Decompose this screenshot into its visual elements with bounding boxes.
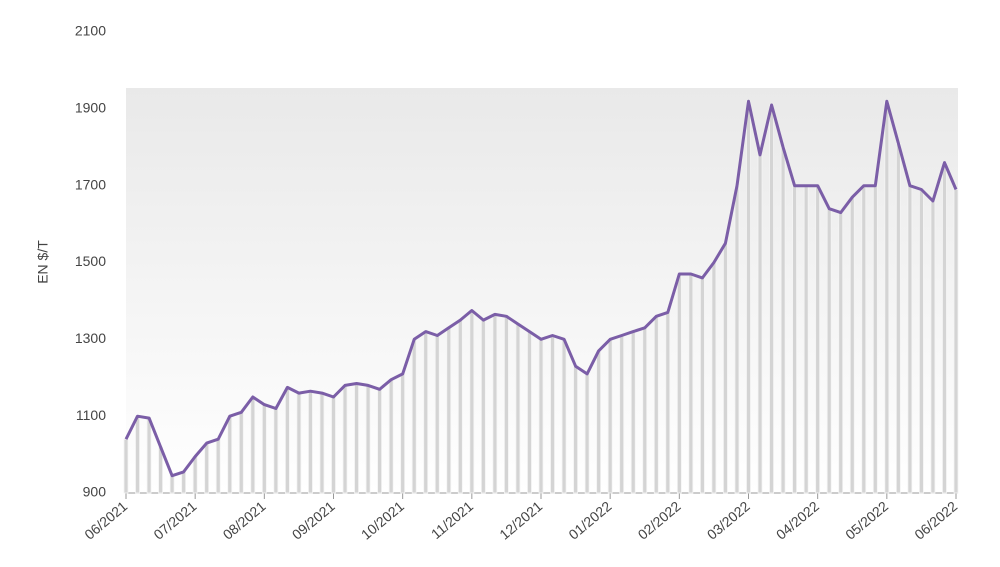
column — [181, 471, 187, 494]
column — [699, 277, 705, 494]
column — [204, 442, 210, 494]
column — [688, 273, 694, 494]
column — [215, 438, 221, 494]
y-tick-label: 1900 — [75, 100, 106, 116]
column — [527, 331, 532, 494]
column — [377, 388, 383, 494]
column — [780, 146, 786, 494]
x-tick-label: 06/2022 — [911, 498, 960, 543]
x-tick-label: 09/2021 — [289, 498, 338, 543]
x-tick-label: 10/2021 — [358, 498, 407, 543]
column — [250, 396, 256, 494]
column — [434, 335, 440, 494]
column — [596, 350, 602, 494]
column — [930, 200, 936, 494]
price-line — [124, 99, 958, 478]
column — [273, 408, 279, 494]
column — [308, 390, 313, 494]
column — [723, 242, 728, 494]
column — [642, 327, 648, 494]
column — [676, 273, 682, 494]
column — [169, 475, 175, 494]
column — [734, 185, 740, 494]
column — [711, 262, 717, 494]
y-tick-label: 1500 — [75, 253, 106, 269]
column — [653, 315, 659, 494]
y-axis-label: EN $/T — [35, 240, 51, 284]
x-tick-label: 11/2021 — [428, 498, 476, 542]
column — [884, 100, 890, 494]
column — [849, 196, 855, 494]
column — [872, 185, 878, 494]
x-tick-label: 07/2021 — [150, 498, 199, 543]
column — [803, 185, 809, 494]
column — [423, 331, 429, 494]
column — [238, 411, 244, 494]
column — [342, 385, 348, 494]
column — [504, 315, 509, 494]
column — [942, 162, 947, 494]
column — [561, 338, 567, 494]
column — [135, 415, 140, 494]
column — [492, 313, 498, 494]
column — [296, 392, 302, 494]
column — [227, 415, 233, 494]
column — [919, 189, 924, 494]
column — [354, 383, 359, 494]
x-tick-label: 01/2022 — [565, 498, 614, 543]
column — [607, 338, 613, 494]
y-tick-label: 1700 — [75, 176, 106, 192]
column — [446, 327, 452, 494]
x-tick-label: 03/2022 — [704, 498, 753, 543]
column — [538, 338, 544, 494]
column — [550, 335, 555, 494]
y-tick-label: 2100 — [75, 23, 106, 39]
column — [815, 185, 821, 494]
column — [630, 331, 636, 494]
column — [480, 319, 486, 494]
column — [757, 154, 763, 494]
y-tick-label: 1300 — [75, 330, 106, 346]
column — [400, 373, 406, 494]
column — [192, 456, 198, 494]
x-tick-label: 08/2021 — [220, 498, 269, 543]
column — [388, 379, 394, 494]
column — [411, 338, 417, 494]
column — [261, 404, 267, 494]
column — [769, 104, 774, 494]
column — [146, 417, 152, 494]
column — [826, 208, 832, 494]
column — [365, 385, 371, 494]
column — [573, 365, 578, 494]
y-tick-label: 900 — [83, 484, 107, 500]
column — [584, 373, 590, 494]
x-tick-label: 05/2022 — [842, 498, 891, 543]
x-tick-label: 04/2022 — [773, 498, 822, 543]
column — [838, 212, 844, 494]
x-tick-label: 02/2022 — [635, 498, 684, 543]
x-tick-label: 06/2021 — [81, 498, 130, 543]
x-tick-label: 12/2021 — [496, 498, 545, 543]
column — [319, 392, 325, 494]
column — [665, 312, 671, 494]
column — [331, 396, 336, 494]
column — [895, 143, 901, 494]
column — [284, 386, 290, 494]
column — [792, 185, 798, 494]
y-tick-label: 1100 — [76, 407, 106, 423]
column — [907, 185, 913, 494]
column — [619, 335, 625, 494]
column — [123, 438, 129, 494]
column — [515, 323, 521, 494]
column — [953, 189, 959, 494]
column — [861, 185, 867, 494]
column — [469, 310, 475, 494]
column — [746, 100, 751, 494]
column — [457, 319, 463, 494]
